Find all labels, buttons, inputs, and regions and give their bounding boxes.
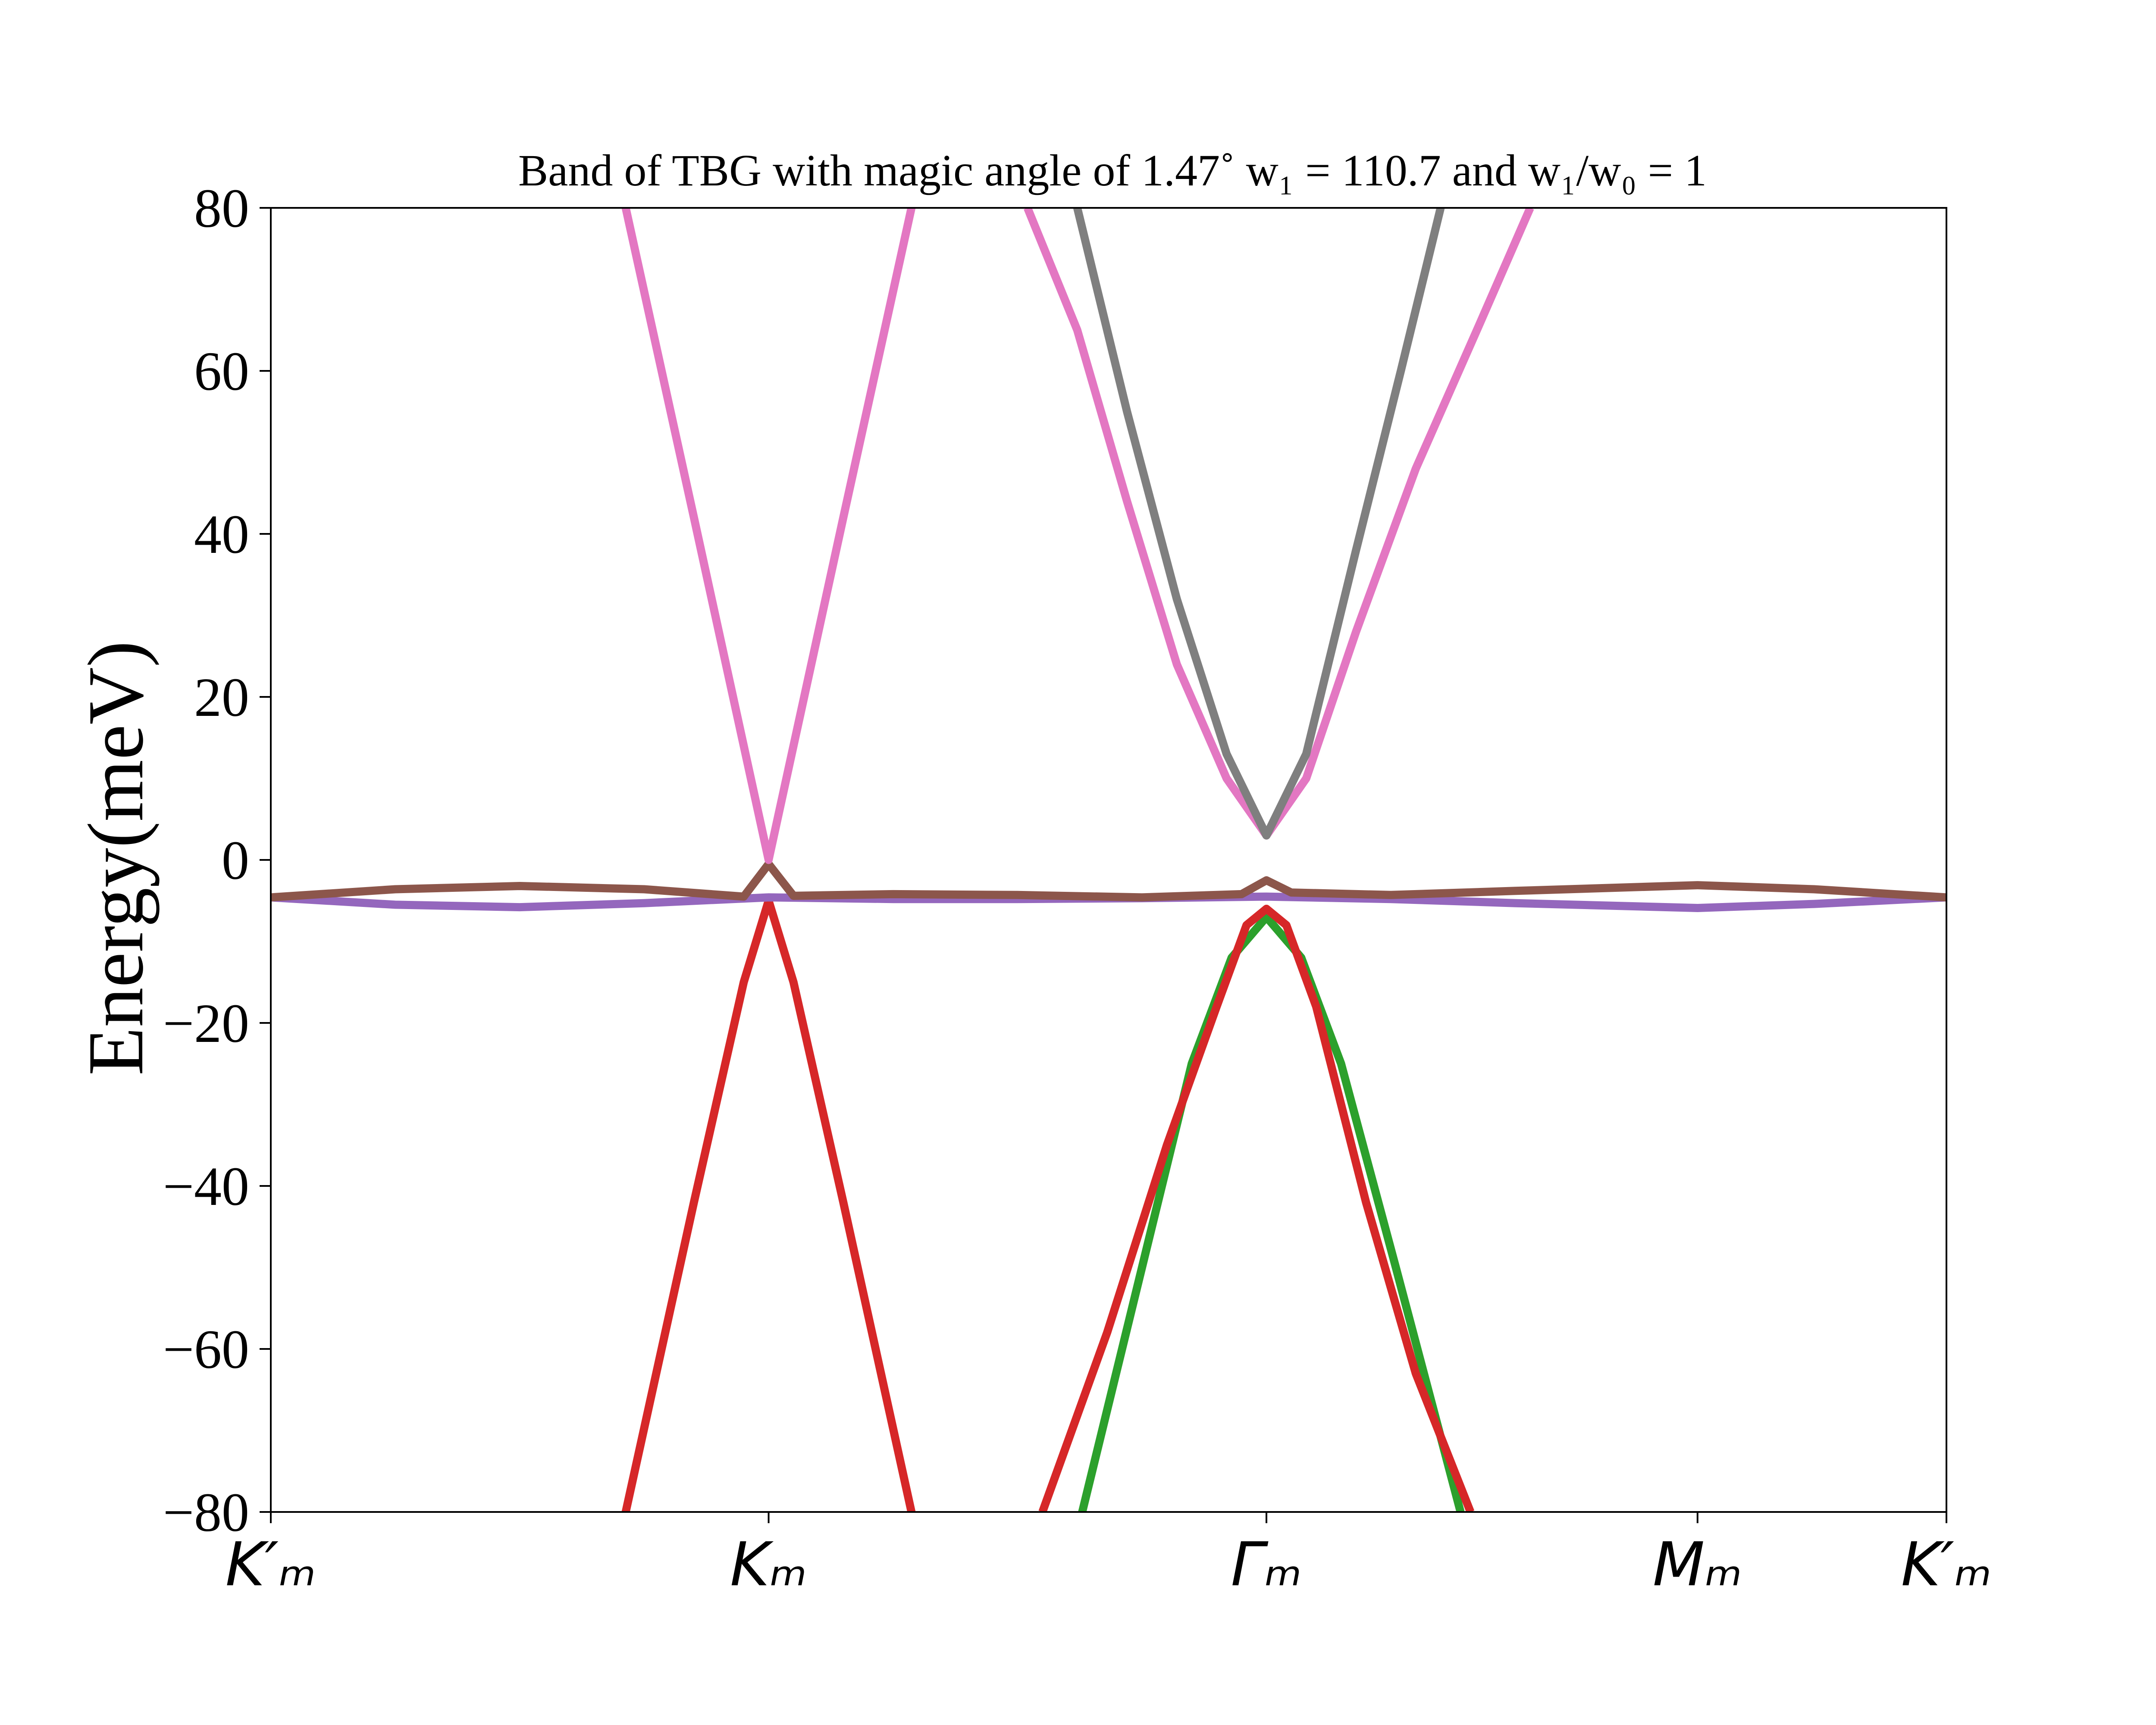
band-line-1 [1078,913,1465,1512]
y-tick-label: −60 [163,1319,249,1380]
band-line-8 [1073,208,1445,840]
y-tick-label: −40 [163,1156,249,1217]
x-tick-label: K′ₘ [226,1530,317,1600]
y-axis-label: Energy(meV) [72,641,160,1076]
y-tick-label: 20 [194,667,249,728]
y-tick-label: 40 [194,504,249,565]
band-line-3 [1038,904,1475,1512]
y-tick-label: −80 [163,1482,249,1543]
band-line-6 [621,208,916,864]
y-tick-label: 80 [194,178,249,239]
chart-title: Band of TBG with magic angle of 1.47˚ w₁… [518,146,1707,195]
band-line-5 [271,860,1946,902]
y-tick-label: −20 [163,993,249,1054]
x-tick-label: Mₘ [1653,1530,1742,1600]
y-axis-ticks: 80 60 40 20 0 −20 −40 −60 −80 [163,178,271,1543]
x-tick-label: Γₘ [1231,1530,1302,1600]
x-tick-label: K′ₘ [1901,1530,1992,1600]
x-tick-label: Kₘ [730,1530,807,1600]
x-axis-ticks: K′ₘ Kₘ Γₘ Mₘ K′ₘ [226,1512,1992,1600]
y-tick-label: 0 [222,830,249,891]
plot-frame [270,207,1947,1513]
y-tick-label: 60 [194,341,249,402]
band-lines [271,208,1946,1512]
